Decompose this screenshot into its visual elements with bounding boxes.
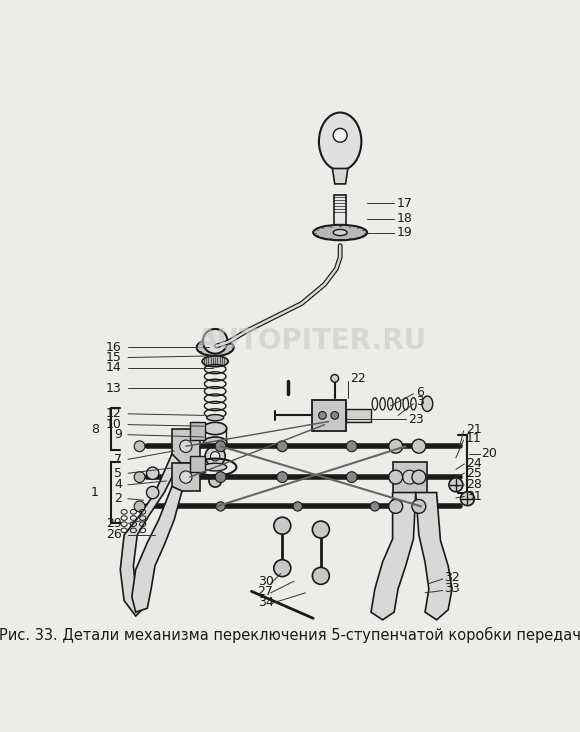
Circle shape: [370, 502, 379, 511]
Text: 25: 25: [466, 467, 482, 479]
Text: 4: 4: [114, 478, 122, 491]
Ellipse shape: [313, 225, 367, 240]
Text: 20: 20: [481, 447, 497, 460]
Text: 16: 16: [106, 341, 122, 354]
Text: 23: 23: [408, 413, 424, 426]
Ellipse shape: [204, 422, 227, 435]
Text: 11: 11: [466, 432, 481, 445]
Text: 22: 22: [350, 372, 366, 385]
Text: 32: 32: [444, 571, 460, 584]
Circle shape: [215, 441, 226, 452]
Polygon shape: [393, 462, 426, 493]
Circle shape: [147, 467, 159, 479]
Circle shape: [389, 499, 403, 513]
Polygon shape: [172, 429, 200, 463]
Polygon shape: [190, 422, 205, 440]
Text: 30: 30: [258, 575, 273, 588]
Ellipse shape: [206, 414, 224, 421]
Circle shape: [147, 486, 159, 498]
Polygon shape: [311, 400, 346, 431]
Circle shape: [318, 411, 327, 419]
Text: 10: 10: [106, 418, 122, 431]
Circle shape: [277, 471, 288, 482]
Ellipse shape: [204, 437, 227, 448]
Circle shape: [203, 329, 227, 354]
Ellipse shape: [197, 339, 234, 356]
Circle shape: [403, 470, 416, 484]
Circle shape: [277, 441, 288, 452]
Text: 27: 27: [258, 585, 273, 598]
Ellipse shape: [202, 356, 229, 367]
Circle shape: [215, 471, 226, 482]
Polygon shape: [132, 486, 182, 612]
Text: 17: 17: [397, 197, 412, 209]
Circle shape: [293, 502, 302, 511]
Circle shape: [461, 492, 474, 506]
Circle shape: [180, 440, 192, 452]
Text: 18: 18: [397, 212, 412, 225]
Ellipse shape: [319, 113, 361, 171]
Text: 29: 29: [106, 517, 122, 530]
Text: 19: 19: [397, 226, 412, 239]
Text: 15: 15: [106, 351, 122, 364]
Bar: [334, 195, 346, 234]
Text: 34: 34: [258, 596, 273, 608]
Text: 6: 6: [416, 386, 423, 399]
Circle shape: [134, 441, 145, 452]
Circle shape: [205, 447, 225, 466]
Circle shape: [331, 411, 339, 419]
Ellipse shape: [204, 463, 227, 471]
Polygon shape: [332, 168, 348, 184]
Text: 8: 8: [91, 423, 99, 436]
Text: 24: 24: [466, 458, 481, 471]
Circle shape: [449, 478, 463, 492]
Polygon shape: [416, 493, 452, 620]
Text: 5: 5: [114, 467, 122, 479]
Text: 12: 12: [106, 407, 122, 420]
Text: 14: 14: [106, 361, 122, 374]
Circle shape: [274, 560, 291, 577]
Circle shape: [346, 441, 357, 452]
Polygon shape: [371, 493, 416, 620]
Text: Рис. 33. Детали механизма переключения 5-ступенчатой коробки передач: Рис. 33. Детали механизма переключения 5…: [0, 627, 580, 643]
Circle shape: [180, 471, 192, 483]
Circle shape: [134, 471, 145, 482]
Circle shape: [389, 439, 403, 453]
Circle shape: [211, 452, 220, 461]
Text: AUTOPITER.RU: AUTOPITER.RU: [197, 326, 427, 354]
Text: 1: 1: [91, 486, 99, 499]
Circle shape: [412, 470, 426, 484]
Circle shape: [134, 501, 145, 512]
Polygon shape: [120, 454, 180, 616]
Ellipse shape: [333, 128, 347, 142]
Polygon shape: [172, 463, 200, 491]
Polygon shape: [346, 409, 371, 422]
Text: 21: 21: [466, 423, 481, 436]
Text: 28: 28: [466, 478, 482, 491]
Polygon shape: [190, 455, 205, 472]
Ellipse shape: [422, 396, 433, 411]
Circle shape: [331, 375, 339, 382]
Circle shape: [346, 471, 357, 482]
Text: 26: 26: [106, 529, 122, 542]
Circle shape: [313, 521, 329, 538]
Text: 7: 7: [114, 453, 122, 466]
Circle shape: [389, 470, 403, 484]
Text: 31: 31: [466, 490, 481, 503]
Circle shape: [274, 518, 291, 534]
Text: 13: 13: [106, 382, 122, 395]
Ellipse shape: [333, 229, 347, 236]
Text: 33: 33: [444, 583, 460, 595]
Circle shape: [216, 502, 225, 511]
Circle shape: [412, 499, 426, 513]
Text: 3: 3: [416, 395, 423, 408]
Circle shape: [209, 475, 222, 487]
Circle shape: [313, 567, 329, 584]
Text: 2: 2: [114, 492, 122, 505]
Circle shape: [412, 439, 426, 453]
Text: 9: 9: [114, 428, 122, 441]
